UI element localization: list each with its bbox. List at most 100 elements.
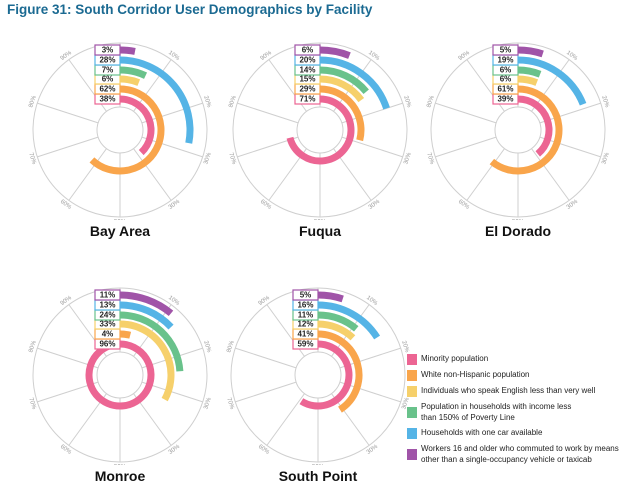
data-label-text: 5% [300,291,312,300]
axis-spoke [37,137,98,157]
tick-label: 30% [203,151,213,165]
tick-label: 60% [59,199,73,211]
data-label-text: 6% [302,46,314,55]
data-label: 3% [95,45,120,55]
data-label-text: 12% [297,320,313,329]
data-label-text: 13% [99,301,115,310]
tick-label: 60% [59,444,73,456]
axis-spoke [435,103,496,123]
axis-inner-ring [97,352,143,398]
tick-label: 70% [27,397,37,411]
data-label-text: 20% [299,56,315,65]
data-label: 14% [295,65,320,75]
axis-inner-ring [295,352,341,398]
legend-swatch [407,386,417,397]
data-label-text: 19% [497,56,513,65]
data-label: 96% [95,339,120,349]
bar-arc [120,70,146,76]
tick-label: 30% [403,151,413,165]
data-label: 38% [95,94,120,104]
data-label-text: 6% [500,66,512,75]
data-label-text: 6% [500,75,512,84]
axis-spoke [37,103,98,123]
tick-label: 60% [457,199,471,211]
data-label-text: 24% [99,311,115,320]
data-label-text: 3% [102,46,114,55]
tick-label: 90% [258,295,272,307]
tick-label: 30% [368,199,382,211]
bar-arc [318,295,343,299]
axis-spoke [237,103,298,123]
data-label: 24% [95,310,120,320]
data-label: 41% [293,329,318,339]
legend-item: Minority population [407,353,622,365]
legend-swatch [407,449,417,460]
data-label: 28% [95,55,120,65]
data-label-text: 11% [100,291,116,300]
legend-label: Individuals who speak English less than … [421,385,595,396]
bar-arc [518,50,543,54]
tick-label: 10% [365,295,379,307]
tick-label: 90% [60,50,74,62]
tick-label: 90% [458,50,472,62]
data-label-text: 11% [298,311,314,320]
tick-label: 60% [259,199,273,211]
chart-el-dorado: 10%20%30%30%50%60%70%80%90%39%61%6%6%19%… [418,30,618,245]
data-label-text: 14% [299,66,315,75]
bar-arc [290,99,351,161]
bar-arc [518,79,537,83]
data-label-text: 4% [102,330,114,339]
tick-label: 10% [167,295,181,307]
legend-swatch [407,354,417,365]
data-label-text: 41% [297,330,313,339]
tick-label: 30% [168,444,182,456]
bar-arc [120,50,135,51]
tick-label: 90% [60,295,74,307]
data-label-text: 62% [99,85,115,94]
data-label-text: 29% [299,85,315,94]
axis-spoke [69,149,107,201]
data-label: 59% [293,339,318,349]
data-label-text: 61% [497,85,513,94]
legend-item: Households with one car available [407,427,622,439]
data-label: 7% [95,65,120,75]
legend-swatch [407,428,417,439]
tick-label: 30% [203,396,213,410]
chart-title: South Point [218,468,418,484]
data-label: 13% [95,300,120,310]
legend-label: Minority population [421,353,488,364]
tick-label: 30% [566,199,580,211]
tick-label: 70% [227,152,237,166]
data-label: 20% [295,55,320,65]
data-label: 16% [293,300,318,310]
chart-title: Fuqua [220,223,420,239]
tick-label: 10% [167,50,181,62]
axis-spoke [467,149,505,201]
tick-label: 10% [565,50,579,62]
data-label-text: 59% [297,340,313,349]
data-label: 5% [293,290,318,300]
legend-item: Individuals who speak English less than … [407,385,622,397]
data-label-text: 71% [299,95,315,104]
chart-title: Bay Area [20,223,220,239]
data-label-text: 7% [102,66,114,75]
tick-label: 30% [366,444,380,456]
legend-item: White non-Hispanic population [407,369,622,381]
legend-label: Households with one car available [421,427,542,438]
axis-spoke [267,394,305,446]
axis-spoke [435,137,496,157]
chart-monroe: 10%20%30%30%50%60%70%80%90%96%4%33%24%13… [20,275,220,490]
bar-arc [120,79,139,83]
legend-item: Population in households with income les… [407,401,622,423]
tick-label: 10% [367,50,381,62]
chart-bay-area: 10%20%30%30%50%60%70%80%90%38%62%6%7%28%… [20,30,220,245]
data-label-text: 15% [299,75,315,84]
tick-label: 60% [257,444,271,456]
legend-item: Workers 16 and older who commuted to wor… [407,443,622,465]
legend-label: Population in households with income les… [421,401,581,423]
data-label-text: 5% [500,46,512,55]
data-label: 62% [95,84,120,94]
data-label: 39% [493,94,518,104]
tick-label: 90% [260,50,274,62]
bar-arc [518,70,540,74]
